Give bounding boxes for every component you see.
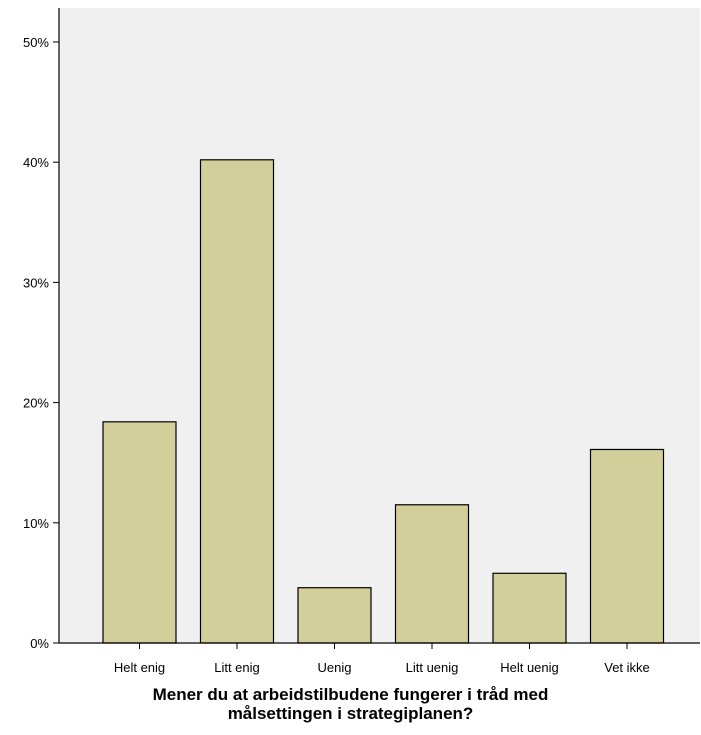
x-tick-label: Helt enig (114, 660, 165, 675)
y-tick-label: 20% (23, 396, 49, 411)
y-tick-label: 40% (23, 155, 49, 170)
y-tick-label: 0% (30, 636, 49, 651)
bar-uenig (297, 587, 372, 644)
bar-litt-enig (199, 159, 275, 644)
x-tick-label: Litt uenig (406, 660, 459, 675)
y-tick-label: 10% (23, 516, 49, 531)
bar-litt-uenig (394, 504, 470, 644)
y-tick-label: 30% (23, 275, 49, 290)
x-tick-label: Vet ikke (604, 660, 650, 675)
y-tick-label: 50% (23, 35, 49, 50)
x-axis-ticks: Helt enig Litt enig Uenig Litt uenig Helt ue… (114, 643, 650, 675)
x-axis-title-line-1: Mener du at arbeidstilbudene fungerer i … (152, 685, 549, 704)
bars-group (102, 159, 665, 644)
bar-helt-uenig (492, 572, 567, 644)
x-axis-title-line-2: målsettingen i strategiplanen? (227, 704, 474, 723)
y-axis-ticks: 0% 10% 20% 30% 40% 50% (23, 35, 59, 651)
x-tick-label: Litt enig (214, 660, 260, 675)
x-axis-title: Mener du at arbeidstilbudene fungerer i … (0, 685, 701, 723)
bar-vet-ikke (589, 448, 665, 644)
x-tick-label: Uenig (318, 660, 352, 675)
x-tick-label: Helt uenig (500, 660, 559, 675)
bar-helt-enig (102, 421, 177, 644)
